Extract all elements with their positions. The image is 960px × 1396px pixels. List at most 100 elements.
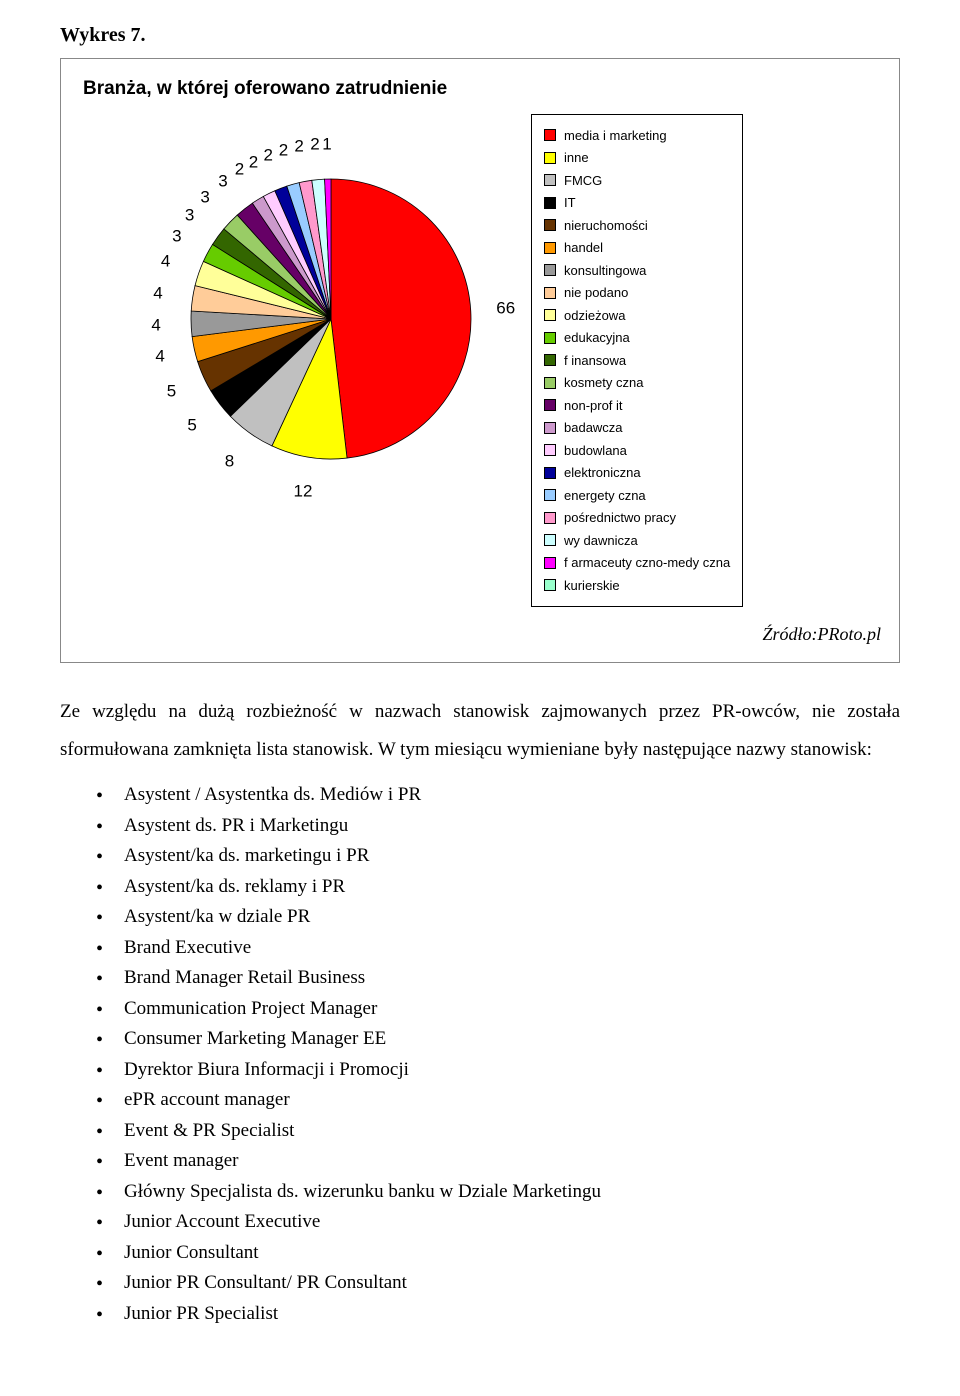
slice-value-label: 3 — [218, 168, 227, 194]
legend-swatch — [544, 399, 556, 411]
legend-swatch — [544, 534, 556, 546]
legend-swatch — [544, 332, 556, 344]
legend-item: edukacyjna — [544, 328, 730, 348]
legend-swatch — [544, 129, 556, 141]
position-item: Consumer Marketing Manager EE — [96, 1025, 900, 1054]
legend-label: odzieżowa — [564, 306, 625, 326]
legend-swatch — [544, 512, 556, 524]
slice-value-label: 4 — [151, 312, 160, 338]
legend-item: kosmety czna — [544, 373, 730, 393]
position-item: Event manager — [96, 1147, 900, 1176]
position-item: Junior PR Consultant/ PR Consultant — [96, 1269, 900, 1298]
legend-label: kosmety czna — [564, 373, 643, 393]
slice-value-label: 4 — [155, 344, 164, 370]
legend-label: IT — [564, 193, 576, 213]
legend-swatch — [544, 579, 556, 591]
legend-item: nieruchomości — [544, 216, 730, 236]
chart-body: 6612855444433332222221 media i marketing… — [71, 114, 889, 608]
legend-label: nie podano — [564, 283, 628, 303]
legend-item: odzieżowa — [544, 306, 730, 326]
legend-label: pośrednictwo pracy — [564, 508, 676, 528]
position-item: Dyrektor Biura Informacji i Promocji — [96, 1056, 900, 1085]
legend-item: budowlana — [544, 441, 730, 461]
legend-label: FMCG — [564, 171, 602, 191]
legend-item: energety czna — [544, 486, 730, 506]
chart-legend: media i marketinginne FMCGIT nieruchomości… — [531, 114, 743, 608]
legend-swatch — [544, 309, 556, 321]
slice-value-label: 66 — [496, 296, 515, 322]
legend-item: elektroniczna — [544, 463, 730, 483]
legend-swatch — [544, 197, 556, 209]
legend-item: f armaceuty czno-medy czna — [544, 553, 730, 573]
legend-label: elektroniczna — [564, 463, 641, 483]
slice-value-label: 2 — [279, 137, 288, 163]
legend-item: pośrednictwo pracy — [544, 508, 730, 528]
slice-value-label: 3 — [185, 203, 194, 229]
legend-label: energety czna — [564, 486, 646, 506]
slice-value-label: 2 — [294, 134, 303, 160]
legend-label: konsultingowa — [564, 261, 646, 281]
position-item: Asystent ds. PR i Marketingu — [96, 812, 900, 841]
legend-label: non-prof it — [564, 396, 623, 416]
legend-swatch — [544, 152, 556, 164]
position-item: Asystent/ka w dziale PR — [96, 903, 900, 932]
slice-value-label: 8 — [225, 448, 234, 474]
position-item: Junior Consultant — [96, 1239, 900, 1268]
positions-list: Asystent / Asystentka ds. Mediów i PRAsy… — [96, 781, 900, 1328]
position-item: Główny Specjalista ds. wizerunku banku w… — [96, 1178, 900, 1207]
chart-source: Źródło:PRoto.pl — [71, 621, 881, 648]
legend-swatch — [544, 219, 556, 231]
slice-value-label: 2 — [310, 131, 319, 157]
legend-swatch — [544, 444, 556, 456]
legend-label: kurierskie — [564, 576, 620, 596]
legend-label: media i marketing — [564, 126, 667, 146]
legend-item: f inansowa — [544, 351, 730, 371]
position-item: Brand Manager Retail Business — [96, 964, 900, 993]
position-item: Asystent/ka ds. marketingu i PR — [96, 842, 900, 871]
legend-item: IT — [544, 193, 730, 213]
body-paragraph: Ze względu na dużą rozbieżność w nazwach… — [60, 693, 900, 769]
legend-item: wy dawnicza — [544, 531, 730, 551]
slice-value-label: 3 — [172, 223, 181, 249]
slice-value-label: 5 — [187, 412, 196, 438]
legend-label: f armaceuty czno-medy czna — [564, 553, 730, 573]
legend-swatch — [544, 354, 556, 366]
legend-swatch — [544, 242, 556, 254]
legend-swatch — [544, 422, 556, 434]
position-item: Junior PR Specialist — [96, 1300, 900, 1329]
legend-swatch — [544, 174, 556, 186]
position-item: Junior Account Executive — [96, 1208, 900, 1237]
legend-swatch — [544, 489, 556, 501]
legend-item: kurierskie — [544, 576, 730, 596]
legend-label: f inansowa — [564, 351, 626, 371]
legend-item: media i marketing — [544, 126, 730, 146]
pie-slice — [331, 179, 471, 458]
legend-swatch — [544, 377, 556, 389]
position-item: Asystent / Asystentka ds. Mediów i PR — [96, 781, 900, 810]
legend-item: konsultingowa — [544, 261, 730, 281]
legend-swatch — [544, 264, 556, 276]
legend-label: edukacyjna — [564, 328, 630, 348]
legend-item: inne — [544, 148, 730, 168]
legend-swatch — [544, 287, 556, 299]
slice-value-label: 12 — [294, 479, 313, 505]
slice-value-label: 2 — [235, 157, 244, 183]
legend-label: budowlana — [564, 441, 627, 461]
slice-value-label: 4 — [161, 249, 170, 275]
legend-item: badawcza — [544, 418, 730, 438]
legend-item: nie podano — [544, 283, 730, 303]
legend-label: nieruchomości — [564, 216, 648, 236]
position-item: ePR account manager — [96, 1086, 900, 1115]
legend-swatch — [544, 557, 556, 569]
position-item: Brand Executive — [96, 934, 900, 963]
slice-value-label: 1 — [322, 131, 331, 157]
slice-value-label: 2 — [263, 142, 272, 168]
legend-label: wy dawnicza — [564, 531, 638, 551]
legend-item: FMCG — [544, 171, 730, 191]
position-item: Event & PR Specialist — [96, 1117, 900, 1146]
pie-chart: 6612855444433332222221 — [71, 114, 531, 544]
chart-container: Branża, w której oferowano zatrudnienie … — [60, 58, 900, 663]
position-item: Communication Project Manager — [96, 995, 900, 1024]
legend-label: badawcza — [564, 418, 623, 438]
slice-value-label: 4 — [153, 280, 162, 306]
